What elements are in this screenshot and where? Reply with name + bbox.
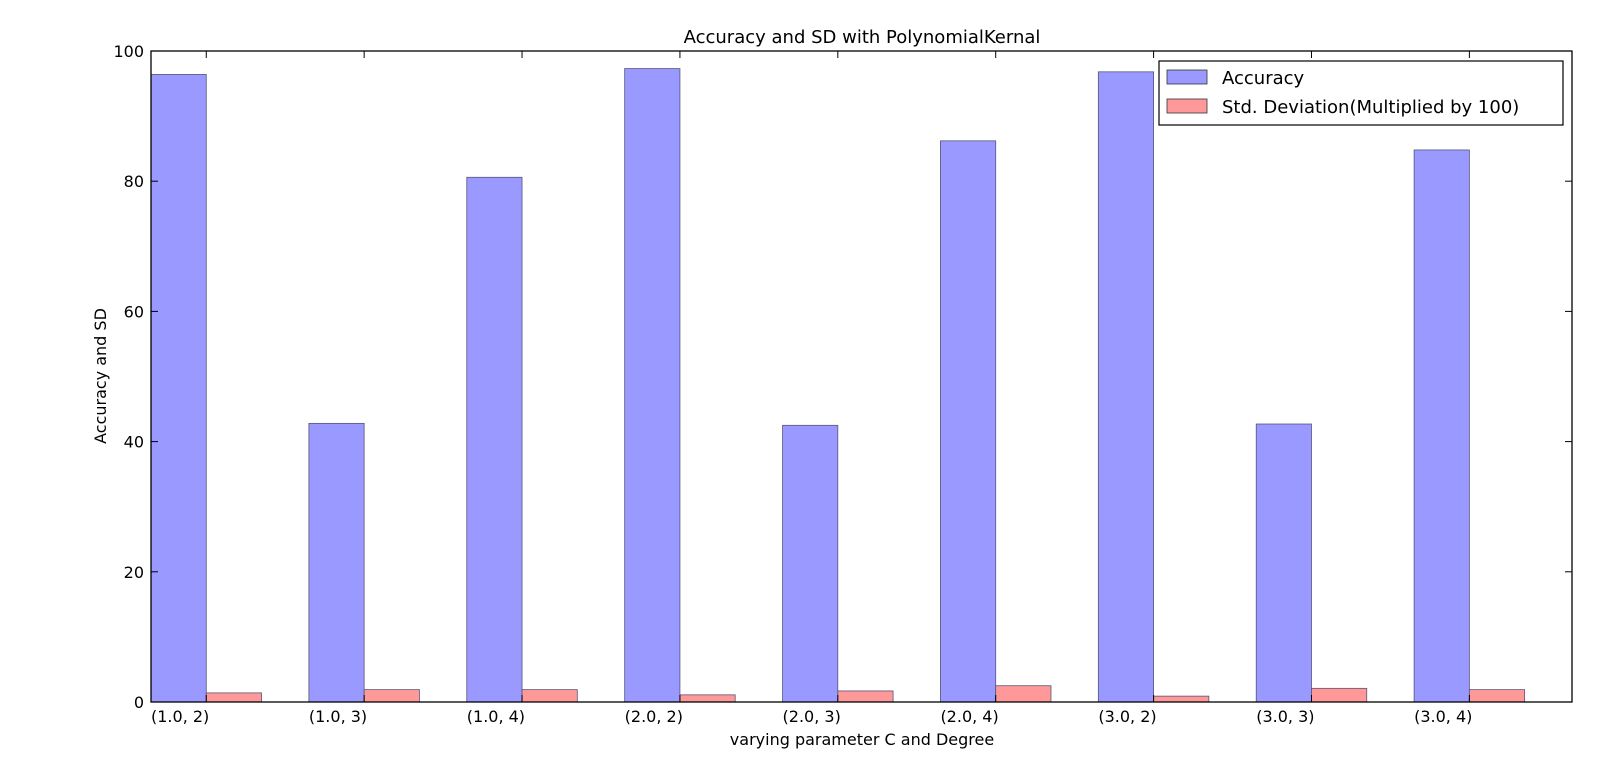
legend-label-accuracy: Accuracy xyxy=(1222,68,1305,89)
accuracy-bar-3 xyxy=(624,68,681,703)
x-tick-label-2: (1.0, 4) xyxy=(467,707,525,726)
ticks-layer: 0 20 40 60 80 100 (1.0, 2) (1.0, 3) (1.0, 4) (2.0… xyxy=(113,42,1572,726)
accuracy-bar-2 xyxy=(466,176,523,703)
plot-frame xyxy=(150,50,1573,703)
y-tick-label-0: 0 xyxy=(134,693,144,712)
accuracy-bar-0 xyxy=(150,74,207,703)
accuracy-bar-4 xyxy=(782,424,839,703)
bars-layer xyxy=(150,68,1526,703)
x-tick-label-3: (2.0, 2) xyxy=(625,707,683,726)
legend: Accuracy Std. Deviation(Multiplied by 10… xyxy=(1158,60,1564,126)
std-deviation-bar-6 xyxy=(1153,695,1210,703)
x-tick-label-7: (3.0, 3) xyxy=(1256,707,1314,726)
legend-box xyxy=(1158,60,1564,126)
chart-title: Accuracy and SD with PolynomialKernal xyxy=(684,27,1041,48)
std-deviation-bar-2 xyxy=(521,689,578,703)
y-axis-label: Accuracy and SD xyxy=(91,308,110,444)
std-deviation-bar-4 xyxy=(837,690,894,703)
legend-swatch-std-deviation xyxy=(1166,98,1208,114)
y-tick-label-5: 100 xyxy=(113,42,144,61)
y-tick-label-1: 20 xyxy=(124,563,144,582)
y-tick-label-2: 40 xyxy=(124,433,144,452)
accuracy-bar-7 xyxy=(1255,423,1312,703)
y-tick-label-3: 60 xyxy=(124,302,144,321)
x-axis-label: varying parameter C and Degree xyxy=(730,730,994,749)
x-tick-label-8: (3.0, 4) xyxy=(1414,707,1472,726)
x-tick-label-1: (1.0, 3) xyxy=(309,707,367,726)
accuracy-bar-8 xyxy=(1413,149,1470,703)
std-deviation-bar-5 xyxy=(995,685,1052,703)
std-deviation-bar-0 xyxy=(205,692,262,703)
x-tick-label-0: (1.0, 2) xyxy=(151,707,209,726)
x-tick-label-6: (3.0, 2) xyxy=(1098,707,1156,726)
legend-label-std-deviation: Std. Deviation(Multiplied by 100) xyxy=(1222,97,1519,118)
accuracy-bar-6 xyxy=(1097,71,1154,703)
std-deviation-bar-7 xyxy=(1311,687,1368,703)
x-tick-label-4: (2.0, 3) xyxy=(783,707,841,726)
legend-swatch-accuracy xyxy=(1166,69,1208,85)
y-tick-label-4: 80 xyxy=(124,172,144,191)
accuracy-bar-5 xyxy=(940,140,997,703)
x-tick-label-5: (2.0, 4) xyxy=(940,707,998,726)
std-deviation-bar-8 xyxy=(1468,689,1526,703)
std-deviation-bar-1 xyxy=(363,689,420,703)
accuracy-bar-1 xyxy=(308,422,365,703)
std-deviation-bar-3 xyxy=(679,694,736,703)
